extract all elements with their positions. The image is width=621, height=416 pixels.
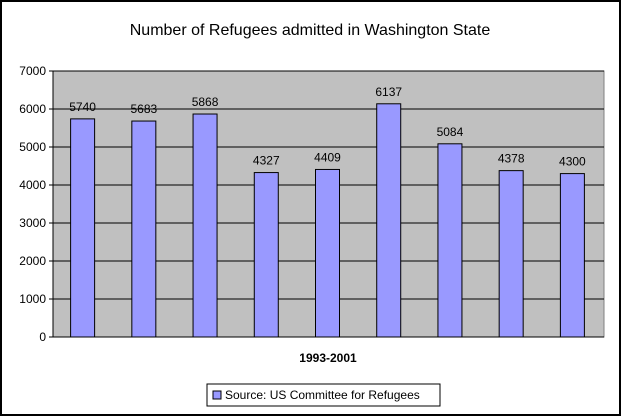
chart-title: Number of Refugees admitted in Washingto… (130, 22, 491, 39)
data-label: 4409 (314, 150, 341, 164)
bar (192, 113, 218, 338)
data-label: 4327 (253, 154, 280, 168)
data-label: 4378 (498, 152, 525, 166)
y-tick-label: 6000 (19, 102, 46, 116)
y-tick-label: 2000 (19, 254, 46, 268)
bar (315, 168, 340, 338)
legend-box (206, 383, 441, 407)
data-label: 5084 (437, 125, 464, 139)
bar (559, 173, 585, 338)
bar (498, 170, 524, 338)
legend-label: Source: US Committee for Refugees (225, 388, 420, 402)
data-label: 5683 (130, 102, 157, 116)
bars (70, 103, 585, 338)
bar (437, 143, 463, 338)
bar (70, 118, 96, 338)
data-label: 6137 (375, 85, 402, 99)
legend: Source: US Committee for Refugees (206, 383, 441, 407)
bar (253, 172, 279, 338)
bar (376, 103, 402, 338)
data-labels: 5740 5683 5868 4327 4409 6137 5084 4378 4300 (69, 85, 586, 169)
bar (131, 120, 157, 338)
y-tick-label: 7000 (19, 64, 46, 78)
y-tick-label: 5000 (19, 140, 46, 154)
data-label: 5868 (192, 95, 219, 109)
y-tick-label: 1000 (19, 292, 46, 306)
y-tick-label: 0 (39, 330, 46, 344)
y-axis-ticks: 0 1000 2000 3000 4000 5000 6000 7000 (19, 64, 53, 344)
legend-swatch (212, 390, 222, 400)
data-label: 5740 (69, 100, 96, 114)
y-tick-label: 4000 (19, 178, 46, 192)
data-label: 4300 (559, 155, 586, 169)
y-tick-label: 3000 (19, 216, 46, 230)
x-axis-label: 1993-2001 (299, 351, 357, 365)
